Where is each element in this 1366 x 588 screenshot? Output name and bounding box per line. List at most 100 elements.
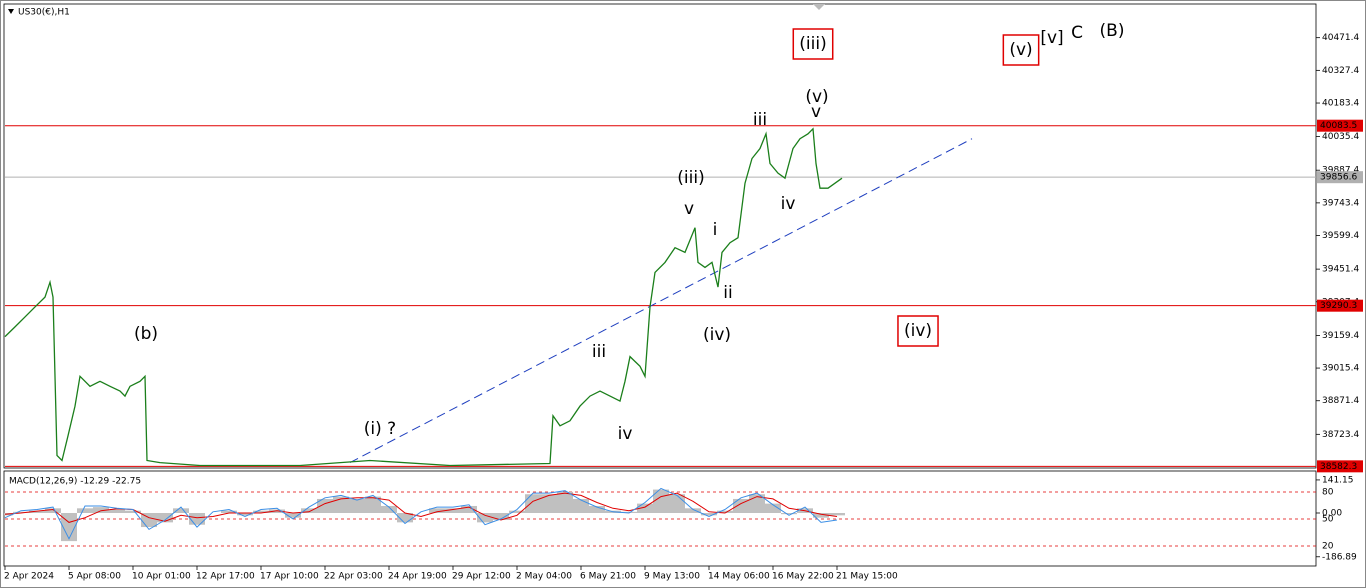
macd-bar xyxy=(253,510,269,513)
macd-bar xyxy=(685,508,701,513)
price-label-box xyxy=(1317,171,1363,184)
macd-bar xyxy=(77,508,93,513)
macd-bar xyxy=(285,512,301,518)
macd-panel xyxy=(3,470,1317,567)
macd-bar xyxy=(381,505,397,513)
macd-bar xyxy=(333,496,349,513)
macd-bar xyxy=(749,494,765,513)
wave-label: ii xyxy=(723,283,732,303)
y-tick-label: 40183.4 xyxy=(1322,99,1359,109)
price-panel xyxy=(3,3,1317,469)
price-label: 38582.3 xyxy=(1320,462,1357,472)
macd-bar xyxy=(397,512,413,523)
label-box xyxy=(897,315,939,347)
x-tick-label: 10 Apr 01:00 xyxy=(132,572,191,582)
macd-bar xyxy=(301,508,317,513)
macd-bar xyxy=(493,512,509,521)
macd-bar xyxy=(237,512,253,516)
macd-bar xyxy=(557,491,573,513)
macd-bar xyxy=(669,494,685,513)
macd-bar xyxy=(509,510,525,513)
macd-bar xyxy=(525,494,541,513)
x-tick-label: 16 May 22:00 xyxy=(772,572,834,582)
y-tick-label: 39159.4 xyxy=(1322,331,1359,341)
wave-label: C xyxy=(1071,23,1083,43)
macd-plot xyxy=(4,487,845,542)
macd-bar xyxy=(269,509,285,513)
price-label: 39856.6 xyxy=(1320,173,1357,183)
macd-bar xyxy=(541,494,557,513)
macd-bar xyxy=(93,507,109,513)
macd-bar xyxy=(109,509,125,513)
x-tick-label: 6 May 21:00 xyxy=(580,572,636,582)
wave-label: (b) xyxy=(134,324,158,344)
y-tick-label: 38871.4 xyxy=(1322,396,1359,406)
wave-label: (B) xyxy=(1100,21,1125,41)
macd-bar xyxy=(589,505,605,513)
wave-label: [v] xyxy=(1040,28,1063,48)
x-tick-label: 22 Apr 03:00 xyxy=(324,572,383,582)
x-tick-label: 2 May 04:00 xyxy=(516,572,572,582)
macd-bar xyxy=(221,510,237,513)
y-tick-label: -186.89 xyxy=(1322,552,1357,562)
y-tick-label: 39451.4 xyxy=(1322,265,1359,275)
wave-label: (v) xyxy=(805,87,828,107)
price-label: 40083.5 xyxy=(1320,121,1357,131)
macd-bar xyxy=(349,498,365,513)
price-label: 39290.3 xyxy=(1320,301,1357,311)
macd-bar xyxy=(29,510,45,513)
wave-label: v xyxy=(811,102,821,122)
macd-bar xyxy=(189,512,205,525)
macd-bar xyxy=(637,503,653,513)
macd-bar xyxy=(365,496,381,513)
price-plot xyxy=(4,125,1316,467)
menu-arrow[interactable] xyxy=(8,9,14,14)
x-tick-label: 14 May 06:00 xyxy=(708,572,770,582)
wave-label: i xyxy=(713,220,718,240)
macd-line xyxy=(4,487,838,540)
y-tick-label: 40327.4 xyxy=(1322,66,1359,76)
macd-bar xyxy=(173,508,189,513)
wave-label: iii xyxy=(753,110,767,130)
wave-label: v xyxy=(684,199,694,219)
y-tick-label: 40035.4 xyxy=(1322,132,1359,142)
y-tick-label: 39599.4 xyxy=(1322,231,1359,241)
macd-title: MACD(12,26,9) -12.29 -22.75 xyxy=(9,477,141,487)
level-label: 20 xyxy=(1322,542,1334,552)
shift-marker xyxy=(813,4,825,10)
wave-label: (v) xyxy=(1009,40,1032,60)
y-tick-label: 39743.4 xyxy=(1322,198,1359,208)
macd-bar xyxy=(157,512,173,523)
label-box xyxy=(1002,34,1040,66)
macd-bar xyxy=(477,512,493,523)
macd-bar xyxy=(125,510,141,513)
macd-bar xyxy=(781,512,797,515)
price-label-box xyxy=(1317,460,1363,473)
x-tick-label: 9 May 13:00 xyxy=(644,572,700,582)
trendline xyxy=(349,138,973,463)
macd-line xyxy=(4,492,838,523)
wave-label: (iii) xyxy=(677,168,704,188)
macd-bar xyxy=(829,512,845,516)
chart-title: US30(€),H1 xyxy=(18,8,70,18)
macd-bar xyxy=(717,510,733,513)
wave-label: iv xyxy=(781,194,796,214)
level-label: 80 xyxy=(1322,488,1334,498)
y-tick-label: 38723.4 xyxy=(1322,430,1359,440)
macd-bar xyxy=(45,508,61,513)
macd-bar xyxy=(13,511,29,513)
macd-bar xyxy=(461,505,477,513)
macd-bar xyxy=(573,498,589,513)
y-tick-label: 141.15 xyxy=(1322,475,1354,485)
x-tick-label: 12 Apr 17:00 xyxy=(196,572,255,582)
x-tick-label: 21 May 15:00 xyxy=(836,572,898,582)
x-tick-label: 5 Apr 08:00 xyxy=(68,572,121,582)
wave-label: (iii) xyxy=(799,34,826,54)
wave-label: (iv) xyxy=(904,321,932,341)
y-tick-label: 0.00 xyxy=(1322,508,1342,518)
price-label-box xyxy=(1317,299,1363,312)
macd-bar xyxy=(765,503,781,513)
macd-bar xyxy=(445,508,461,513)
price-label-box xyxy=(1317,119,1363,132)
